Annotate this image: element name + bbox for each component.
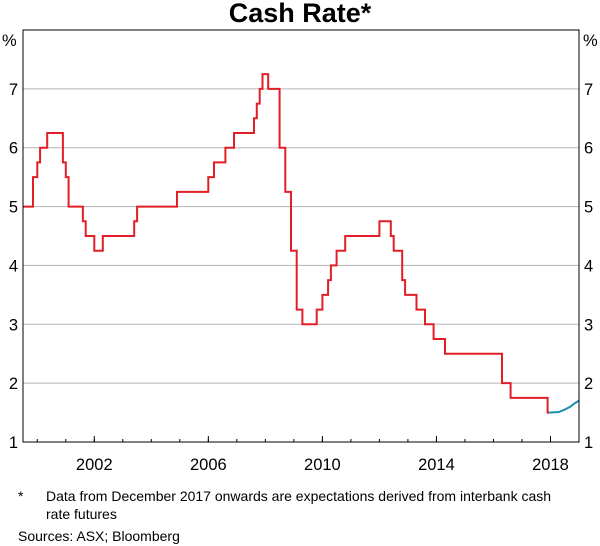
y-tick-left-3: 3 <box>9 316 18 334</box>
series-line-expectations <box>549 399 580 414</box>
footnote-marker: * <box>18 488 24 504</box>
y-unit-right: % <box>583 32 598 50</box>
series-group <box>23 73 580 414</box>
y-tick-left-6: 6 <box>9 140 18 158</box>
x-tick-2010: 2010 <box>304 456 341 474</box>
sources-note: Sources: ASX; Bloomberg <box>18 528 180 544</box>
x-tick-2002: 2002 <box>76 456 113 474</box>
x-tick-2018: 2018 <box>532 456 569 474</box>
y-tick-left-7: 7 <box>9 81 18 99</box>
y-tick-right-1: 1 <box>584 434 593 452</box>
y-tick-right-5: 5 <box>584 199 593 217</box>
x-axis: 2002 2006 2010 2014 2018 <box>36 436 569 474</box>
y-axis-right: 1 2 3 4 5 6 7 <box>584 81 593 452</box>
series-line-cash-rate <box>23 73 550 414</box>
y-tick-left-4: 4 <box>9 257 18 275</box>
y-tick-right-7: 7 <box>584 81 593 99</box>
x-tick-2014: 2014 <box>418 456 455 474</box>
plot-frame <box>22 29 580 443</box>
y-tick-right-3: 3 <box>584 316 593 334</box>
y-tick-right-4: 4 <box>584 257 593 275</box>
x-tick-2006: 2006 <box>190 456 227 474</box>
chart-title: Cash Rate* <box>229 0 372 28</box>
y-tick-left-1: 1 <box>9 434 18 452</box>
y-tick-left-2: 2 <box>9 375 18 393</box>
footnote-text: Data from December 2017 onwards are expe… <box>46 488 552 522</box>
y-unit-left: % <box>2 32 17 50</box>
y-tick-right-6: 6 <box>584 140 593 158</box>
gridlines <box>23 88 579 384</box>
y-axis-left: 1 2 3 4 5 6 7 <box>9 81 18 452</box>
y-tick-right-2: 2 <box>584 375 593 393</box>
y-tick-left-5: 5 <box>9 199 18 217</box>
